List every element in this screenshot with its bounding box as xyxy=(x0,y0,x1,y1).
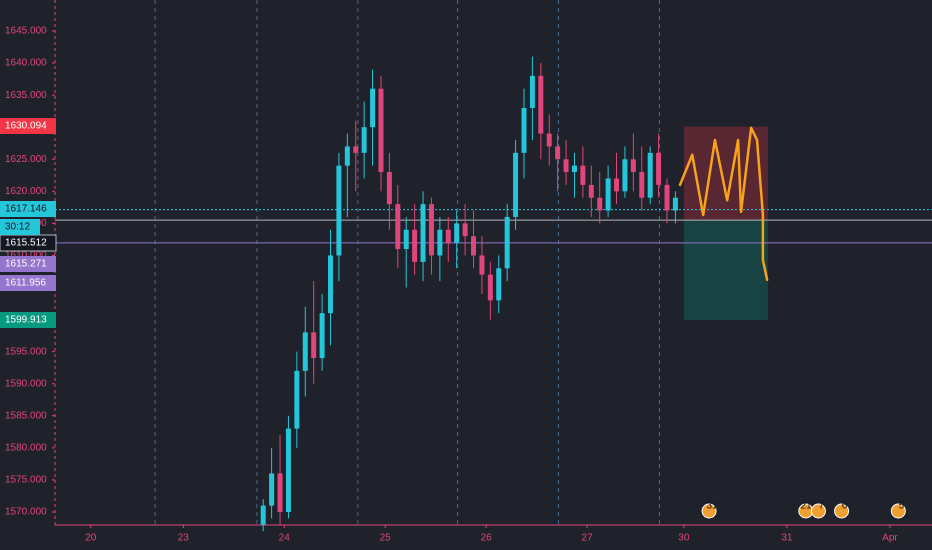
candle-body xyxy=(563,159,569,173)
candle-body xyxy=(588,184,594,198)
price-label: 1615.271 xyxy=(5,259,47,270)
candle-body xyxy=(328,255,334,314)
price-label: 1611.956 xyxy=(5,278,46,289)
candle-body xyxy=(437,229,443,256)
x-tick-label: 20 xyxy=(85,533,97,544)
candle-body xyxy=(487,274,493,301)
event-icon xyxy=(834,503,850,519)
event-label: 31 xyxy=(707,501,719,512)
candle-body xyxy=(496,268,502,301)
candle-body xyxy=(647,152,653,198)
price-label-box xyxy=(0,312,56,328)
event-label: 5 xyxy=(899,501,905,512)
y-tick-label: 1595.000 xyxy=(5,346,47,357)
x-tick-label: 23 xyxy=(178,533,190,544)
candle-body xyxy=(277,473,283,512)
candle-body xyxy=(302,332,308,371)
event-icon xyxy=(810,503,826,519)
candle-body xyxy=(538,75,544,134)
drawing xyxy=(678,126,769,282)
x-tick-label: 27 xyxy=(582,533,594,544)
countdown: 30:12 xyxy=(5,222,30,233)
candle-body xyxy=(555,146,561,160)
candle-body xyxy=(521,107,527,153)
candle-body xyxy=(428,204,434,256)
y-tick-label: 1585.000 xyxy=(5,410,47,421)
candle-body xyxy=(580,165,586,185)
candle-body xyxy=(353,146,359,153)
y-tick-label: 1635.000 xyxy=(5,90,47,101)
candle-body xyxy=(386,172,392,205)
candle-body xyxy=(462,223,468,237)
y-tick-label: 1640.000 xyxy=(5,58,47,69)
candle-body xyxy=(378,88,384,173)
overlay: 31 213 7 6 5 1630.094 1617.146 1615.512 1615.271… xyxy=(0,118,906,519)
y-tick-label: 1590.000 xyxy=(5,378,47,389)
candle-body xyxy=(630,159,636,173)
candle-body xyxy=(269,473,275,506)
price-label-box xyxy=(0,275,56,291)
candle-body xyxy=(571,165,577,173)
y-tick-label: 1645.000 xyxy=(5,26,47,37)
event-icon xyxy=(890,503,906,519)
candle-body xyxy=(311,332,317,359)
candle-body xyxy=(361,127,367,153)
candle-body xyxy=(479,255,485,275)
candle-body xyxy=(420,204,426,262)
candle-body xyxy=(336,165,342,256)
candle-body xyxy=(319,313,325,359)
y-tick-label: 1575.000 xyxy=(5,475,47,486)
x-tick-label: Apr xyxy=(882,533,898,544)
candle-body xyxy=(294,370,300,429)
x-tick-label: 30 xyxy=(678,533,690,544)
candle-body xyxy=(639,172,645,198)
y-tick-label: 1625.000 xyxy=(5,154,47,165)
y-tick-label: 1610.000 xyxy=(5,250,47,261)
candle-body xyxy=(656,152,662,185)
candle-body xyxy=(614,178,620,192)
candle-body xyxy=(395,204,401,250)
candle-body xyxy=(664,184,670,211)
candle-body xyxy=(529,75,535,108)
candle-body xyxy=(513,152,519,217)
candle-body xyxy=(344,146,350,166)
candle-body xyxy=(454,223,460,243)
price-label-box xyxy=(0,201,56,217)
candle-body xyxy=(412,229,418,262)
candle-body xyxy=(471,236,477,256)
countdown-box xyxy=(0,219,40,235)
price-label: 1615.512 xyxy=(5,238,47,249)
price-label: 1617.146 xyxy=(5,204,47,215)
x-tick-label: 25 xyxy=(380,533,392,544)
candle-body xyxy=(445,229,451,243)
candle-body xyxy=(504,216,510,269)
candle-body xyxy=(597,197,603,211)
stop-zone xyxy=(683,126,768,221)
candle-body xyxy=(403,229,409,250)
candle-body xyxy=(370,88,376,128)
event-label: 7 xyxy=(819,501,825,512)
price-label-box xyxy=(0,256,56,272)
candle-body xyxy=(260,505,266,525)
candle-body xyxy=(605,178,611,211)
candle-body xyxy=(546,133,552,147)
x-tick-label: 24 xyxy=(279,533,291,544)
candle-body xyxy=(622,159,628,192)
price-label: 1599.913 xyxy=(5,315,47,326)
candle-body xyxy=(672,197,678,211)
price-label-box xyxy=(0,118,56,134)
price-label: 1630.094 xyxy=(5,121,47,132)
event-icon xyxy=(701,503,717,519)
event-label: 6 xyxy=(842,501,848,512)
event-label: 213 xyxy=(800,501,817,512)
y-tick-label: 1580.000 xyxy=(5,442,47,453)
candle-body xyxy=(285,428,291,512)
x-tick-label: 26 xyxy=(481,533,493,544)
y-tick-label: 1620.000 xyxy=(5,186,47,197)
x-tick-label: 31 xyxy=(781,533,793,544)
y-tick-label: 1570.000 xyxy=(5,507,47,518)
target-zone xyxy=(683,220,768,321)
